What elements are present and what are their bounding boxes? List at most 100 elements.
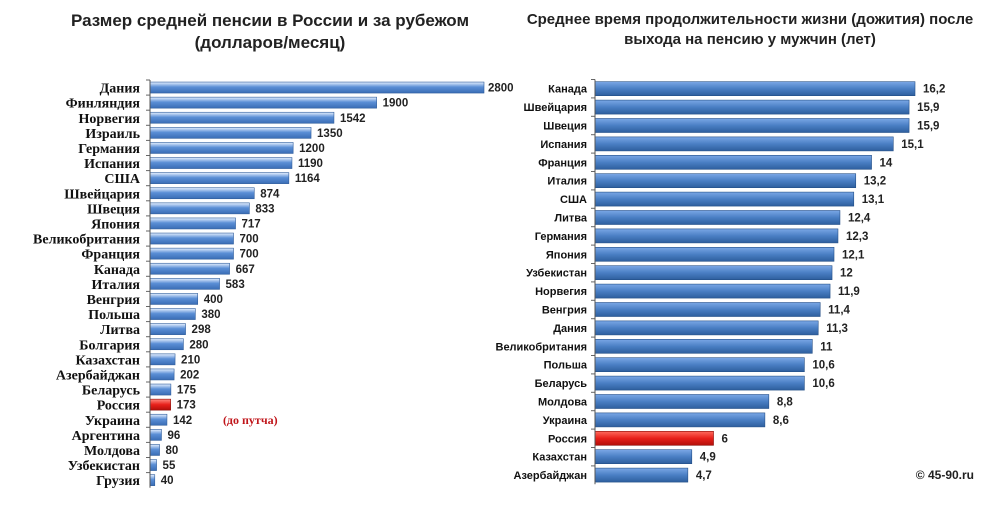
pension-value-label: 80 (166, 445, 179, 457)
life-value-label: 12,3 (846, 231, 868, 243)
life-category-label: Польша (544, 360, 588, 372)
life-category-label: Казахстан (532, 452, 587, 464)
chart2-title: Среднее время продолжительности жизни (д… (526, 11, 974, 48)
pension-value-label: 1350 (317, 128, 343, 140)
pension-value-label: 700 (240, 249, 259, 261)
life-value-label: 16,2 (923, 84, 945, 96)
pension-annotation: (до путча) (223, 413, 278, 427)
life-category-label: Россия (548, 433, 587, 445)
pension-value-label: 40 (161, 475, 174, 487)
life-bar-item-6 (594, 191, 855, 207)
pension-category-label: Украина (85, 414, 140, 429)
life-bar-item-0 (594, 81, 916, 96)
life-value-label: 11,9 (838, 286, 860, 298)
pension-value-label: 202 (180, 369, 199, 381)
pension-category-label: Япония (91, 217, 140, 232)
pension-value-label: 55 (163, 460, 176, 472)
life-bar-item-21 (594, 467, 689, 483)
life-bar-item-19 (594, 430, 714, 446)
life-bar-item-13 (594, 320, 819, 336)
pension-value-label: 667 (236, 264, 255, 276)
life-bar-item-10 (594, 265, 833, 281)
life-bar-item-8 (594, 228, 839, 244)
pension-category-label: Франция (81, 248, 140, 263)
life-category-label: Беларусь (535, 378, 588, 390)
life-value-label: 11 (820, 341, 833, 353)
life-value-label: 13,2 (864, 176, 886, 188)
pension-category-label: Испания (84, 157, 140, 172)
life-category-label: Швейцария (524, 102, 587, 114)
pension-value-label: 1900 (383, 98, 409, 110)
life-bar-item-18 (594, 412, 766, 428)
life-bar-item-14 (594, 338, 813, 354)
life-bar-item-5 (594, 173, 857, 188)
pension-value-label: 700 (240, 234, 259, 246)
life-value-label: 4,7 (696, 470, 712, 482)
pension-category-label: Израиль (85, 127, 140, 142)
life-bar-item-17 (594, 394, 770, 409)
life-category-label: Молдова (538, 397, 588, 409)
life-bar-item-3 (594, 136, 894, 152)
pension-value-label: 583 (226, 279, 245, 291)
life-value-label: 8,8 (777, 397, 794, 409)
life-bar-item-2 (594, 118, 910, 133)
pension-category-label: Болгария (79, 338, 140, 353)
credit-label: © 45-90.ru (915, 468, 974, 482)
life-bar-item-12 (594, 302, 821, 317)
pension-value-label: 96 (167, 430, 180, 442)
life-value-label: 10,6 (812, 360, 834, 372)
life-category-label: Франция (538, 157, 587, 169)
life-value-label: 12 (840, 268, 853, 280)
pension-category-label: Аргентина (72, 429, 140, 444)
pension-value-label: 173 (177, 400, 196, 412)
life-category-label: Италия (547, 176, 587, 188)
life-category-label: Украина (543, 415, 588, 427)
pension-value-label: 210 (181, 354, 200, 366)
pension-value-label: 1200 (299, 143, 325, 155)
life-value-label: 11,3 (826, 323, 848, 335)
pension-value-label: 298 (192, 324, 212, 336)
life-bar-item-9 (594, 247, 835, 262)
life-value-label: 10,6 (812, 378, 834, 390)
life-category-label: Азербайджан (514, 470, 587, 482)
pension-category-label: Молдова (84, 444, 140, 459)
chart1-title-line: Размер средней пенсии в России и за рубе… (70, 11, 470, 30)
life-bar-item-15 (594, 357, 805, 373)
life-value-label: 12,1 (842, 249, 865, 261)
chart1-title: Размер средней пенсии в России и за рубе… (40, 10, 500, 54)
pension-value-label: 1542 (340, 113, 366, 125)
pension-category-label: Дания (100, 82, 141, 97)
pension-category-label: Литва (100, 323, 140, 338)
pension-category-label: США (104, 172, 140, 187)
life-category-label: Узбекистан (526, 268, 587, 280)
pension-category-label: Швеция (87, 202, 140, 217)
pension-value-label: 717 (242, 218, 261, 230)
pension-category-label: Швейцария (64, 187, 140, 202)
pension-value-label: 1164 (295, 173, 321, 185)
pension-category-label: Грузия (96, 474, 140, 489)
life-category-label: Литва (554, 213, 587, 225)
life-value-label: 14 (880, 157, 893, 169)
life-bar-item-4 (594, 155, 872, 170)
pension-category-label: Италия (91, 278, 140, 293)
pension-value-label: 380 (201, 309, 220, 321)
pension-value-label: 142 (173, 415, 192, 427)
life-category-label: Дания (553, 323, 587, 335)
life-value-label: 12,4 (848, 213, 871, 225)
pension-category-label: Узбекистан (68, 459, 140, 474)
life-category-label: Венгрия (542, 305, 587, 317)
life-category-label: Швеция (543, 121, 587, 133)
life-category-label: Япония (546, 249, 587, 261)
life-value-label: 11,4 (828, 305, 850, 317)
life-bar-item-7 (594, 210, 841, 225)
pension-category-label: Германия (78, 142, 140, 157)
pension-category-label: Финляндия (66, 97, 141, 112)
pension-category-label: Азербайджан (56, 368, 140, 383)
life-category-label: Норвегия (535, 286, 587, 298)
life-value-label: 15,9 (917, 121, 939, 133)
life-value-label: 15,1 (901, 139, 924, 151)
life-value-label: 8,6 (773, 415, 789, 427)
life-bar-item-1 (594, 99, 910, 115)
